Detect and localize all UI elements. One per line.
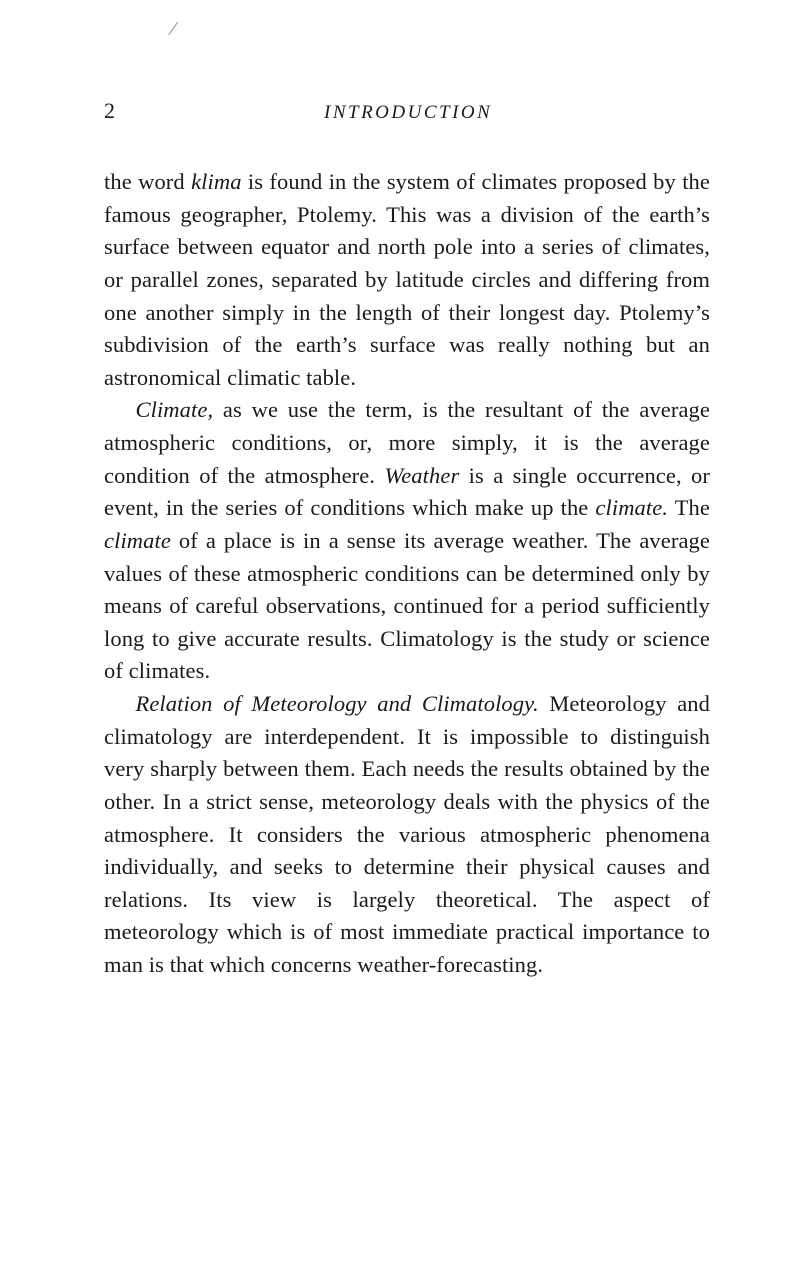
page-number: 2 — [104, 98, 324, 124]
italic-term: climate. — [595, 495, 668, 520]
body-text: the word klima is found in the system of… — [104, 166, 710, 982]
text-segment: is found in the system of climates pro­p… — [104, 169, 710, 390]
page-header: 2 INTRODUCTION — [104, 98, 710, 124]
paragraph-2: Climate, as we use the term, is the resu… — [104, 394, 710, 688]
running-title: INTRODUCTION — [324, 102, 492, 124]
paragraph-3: Relation of Meteorology and Climatology.… — [104, 688, 710, 982]
italic-term: klima — [191, 169, 242, 194]
italic-term: climate — [104, 528, 171, 553]
paragraph-1: the word klima is found in the system of… — [104, 166, 710, 394]
text-segment: The — [668, 495, 710, 520]
text-segment: Mete­orology and climatology are interde… — [104, 691, 710, 977]
stray-mark: / — [168, 18, 177, 42]
page-container: / 2 INTRODUCTION the word klima is found… — [0, 0, 800, 1264]
italic-term: Climate, — [136, 397, 214, 422]
text-segment: of a place is in a sense its average wea… — [104, 528, 710, 684]
italic-heading: Relation of Meteorology and Climatology. — [136, 691, 539, 716]
italic-term: Weather — [384, 463, 459, 488]
text-segment: the word — [104, 169, 191, 194]
